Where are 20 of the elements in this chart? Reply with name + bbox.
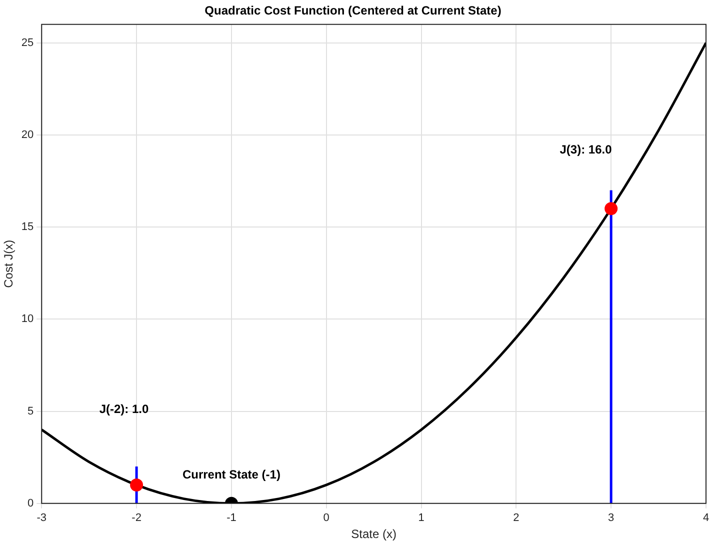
y-tick-label: 25 <box>21 36 34 49</box>
x-tick-label: -3 <box>36 512 47 524</box>
annotation: J(3): 16.0 <box>560 142 612 157</box>
x-tick-label: 1 <box>418 512 424 524</box>
y-tick-label: 15 <box>21 221 34 234</box>
x-tick-label: 0 <box>323 512 330 524</box>
y-tick-label: 10 <box>21 313 34 326</box>
x-axis-title: State (x) <box>351 527 396 542</box>
x-tick-label: 2 <box>513 512 520 524</box>
y-tick-label: 20 <box>21 128 34 141</box>
annotation: Current State (-1) <box>182 468 280 482</box>
x-tick-label: 4 <box>702 512 710 524</box>
x-tick-label: -2 <box>132 512 142 524</box>
x-tick-label: -1 <box>226 512 236 524</box>
y-tick-label: 5 <box>28 405 34 418</box>
y-axis-title: Cost J(x) <box>2 240 16 288</box>
annotation: J(-2): 1.0 <box>99 402 150 416</box>
y-tick-label: 0 <box>28 497 34 510</box>
chart-title: Quadratic Cost Function (Centered at Current State) <box>204 4 502 18</box>
x-tick-label: 3 <box>608 512 614 524</box>
